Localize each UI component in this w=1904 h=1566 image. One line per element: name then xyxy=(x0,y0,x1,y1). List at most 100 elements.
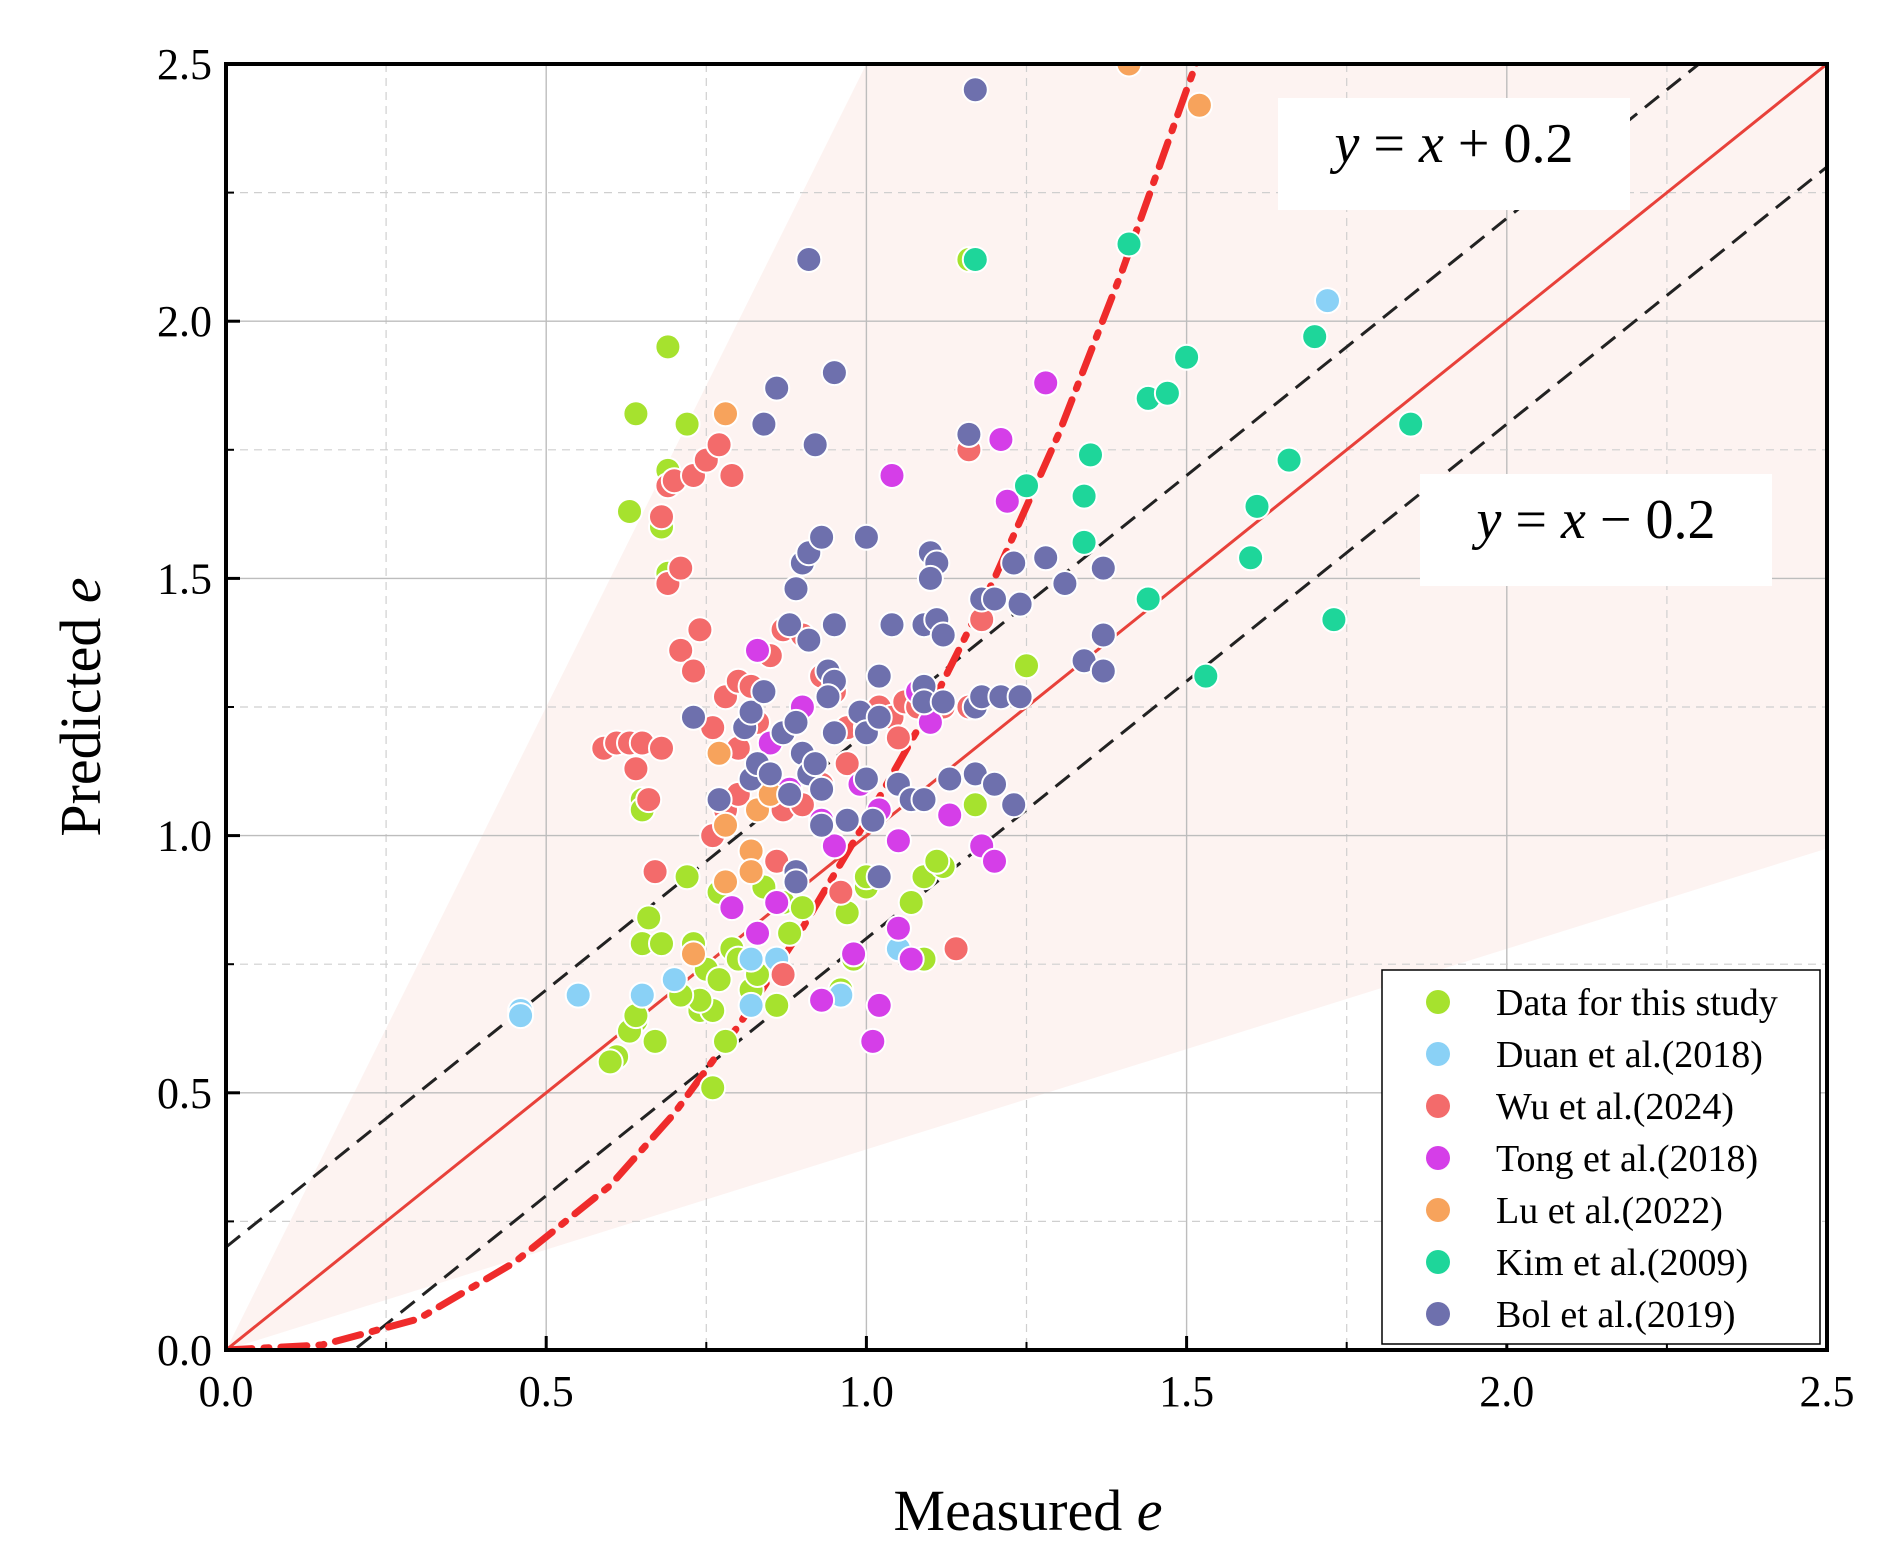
data-point xyxy=(859,806,887,834)
data-point xyxy=(859,1027,887,1055)
data-point xyxy=(763,374,791,402)
x-tick-label: 1.0 xyxy=(839,1367,894,1416)
legend-label: Duan et al.(2018) xyxy=(1496,1034,1763,1076)
data-point xyxy=(981,585,1008,613)
data-point xyxy=(1070,528,1098,556)
data-point xyxy=(808,775,836,803)
data-point xyxy=(833,806,861,834)
data-point xyxy=(737,945,765,973)
data-point xyxy=(622,400,650,428)
legend: Data for this study Duan et al.(2018) Wu e… xyxy=(1381,969,1821,1345)
data-point xyxy=(878,611,906,639)
data-point xyxy=(705,966,733,994)
annotation-lower: y = x − 0.2 xyxy=(1420,474,1772,586)
data-point xyxy=(1320,606,1348,634)
data-point xyxy=(929,688,957,716)
data-point xyxy=(993,487,1021,515)
data-point xyxy=(884,827,912,855)
data-point xyxy=(667,554,695,582)
data-point xyxy=(680,657,707,685)
data-point xyxy=(718,894,746,922)
annotation-lower-var-y: y xyxy=(1472,489,1502,551)
data-point xyxy=(1301,323,1329,351)
y-axis-title-text: Predicted xyxy=(48,618,113,837)
data-point xyxy=(686,616,714,644)
data-point xyxy=(840,940,868,968)
data-point xyxy=(596,1048,624,1076)
legend-box xyxy=(1381,969,1821,1345)
x-tick-label: 2.0 xyxy=(1479,1367,1534,1416)
data-point xyxy=(641,1027,669,1055)
data-point xyxy=(1314,287,1341,315)
data-point xyxy=(1013,652,1040,680)
data-point xyxy=(808,986,836,1014)
data-point xyxy=(916,564,944,592)
annotation-upper-op: = xyxy=(1359,113,1419,175)
legend-marker xyxy=(1426,1302,1450,1326)
legend-entries: Data for this study Duan et al.(2018) Wu e… xyxy=(1426,982,1778,1336)
data-point xyxy=(1115,230,1143,258)
data-point xyxy=(923,847,951,875)
data-point xyxy=(744,919,771,947)
data-point xyxy=(1077,441,1104,469)
y-axis-title-var: e xyxy=(48,577,113,603)
y-tick-label: 2.5 xyxy=(157,40,212,89)
data-point xyxy=(1089,621,1117,649)
data-point xyxy=(699,1074,727,1102)
data-point xyxy=(981,847,1008,875)
data-point xyxy=(865,703,893,731)
data-point xyxy=(852,765,880,793)
data-point xyxy=(507,1002,535,1030)
data-point xyxy=(737,698,765,726)
data-point xyxy=(782,708,810,736)
data-point xyxy=(936,801,964,829)
data-point xyxy=(865,991,893,1019)
data-point xyxy=(1032,544,1060,572)
data-point xyxy=(1051,570,1079,597)
axis-ticks xyxy=(224,62,1829,1352)
data-point xyxy=(737,858,765,886)
data-point xyxy=(820,359,848,387)
axis-tick-labels: 0.0 0.5 1.0 1.5 2.0 2.5 0.0 0.5 1.0 1.5 2.0 2.5 xyxy=(157,40,1855,1416)
data-point xyxy=(776,611,804,639)
annotation-upper: y = x + 0.2 xyxy=(1278,98,1630,210)
annotation-upper-box xyxy=(1278,98,1630,210)
annotation-lower-var-x: x xyxy=(1560,489,1586,551)
data-point xyxy=(705,739,733,767)
legend-label: Data for this study xyxy=(1496,982,1778,1024)
data-point xyxy=(961,791,989,819)
data-point xyxy=(795,626,823,654)
y-tick-label: 1.5 xyxy=(157,554,212,603)
data-point xyxy=(641,858,669,886)
data-point xyxy=(737,991,765,1019)
data-point xyxy=(961,246,989,273)
data-point xyxy=(788,894,816,922)
x-axis-title-text: Measured xyxy=(894,1478,1123,1543)
data-point xyxy=(1397,410,1425,438)
data-point xyxy=(884,724,912,752)
data-point xyxy=(897,889,925,916)
data-point xyxy=(705,786,733,814)
bound-curve-layer xyxy=(226,64,1200,1350)
data-point xyxy=(654,333,682,361)
y-tick-label: 0.5 xyxy=(157,1069,212,1118)
data-point xyxy=(1173,343,1201,371)
data-point xyxy=(936,765,964,793)
data-point xyxy=(955,420,983,448)
data-point xyxy=(1089,554,1117,582)
data-point xyxy=(1237,544,1265,572)
data-point xyxy=(1000,791,1028,819)
data-point xyxy=(801,750,829,778)
annotation-upper-text: y = x + 0.2 xyxy=(1330,113,1574,175)
annotation-lower-rest: − 0.2 xyxy=(1586,489,1716,551)
reference-line-2 xyxy=(351,165,1827,1350)
data-point xyxy=(1192,662,1220,690)
data-point xyxy=(564,981,592,1009)
legend-marker xyxy=(1426,1198,1450,1222)
data-point xyxy=(616,498,643,525)
y-tick-label: 2.0 xyxy=(157,297,212,346)
data-point xyxy=(648,930,675,958)
data-point xyxy=(769,961,797,988)
data-point xyxy=(776,919,804,947)
